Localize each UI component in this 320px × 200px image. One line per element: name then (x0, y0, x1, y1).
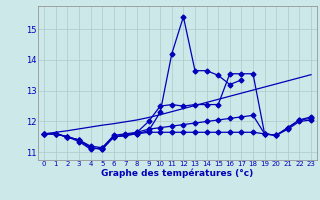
X-axis label: Graphe des températures (°c): Graphe des températures (°c) (101, 169, 254, 178)
